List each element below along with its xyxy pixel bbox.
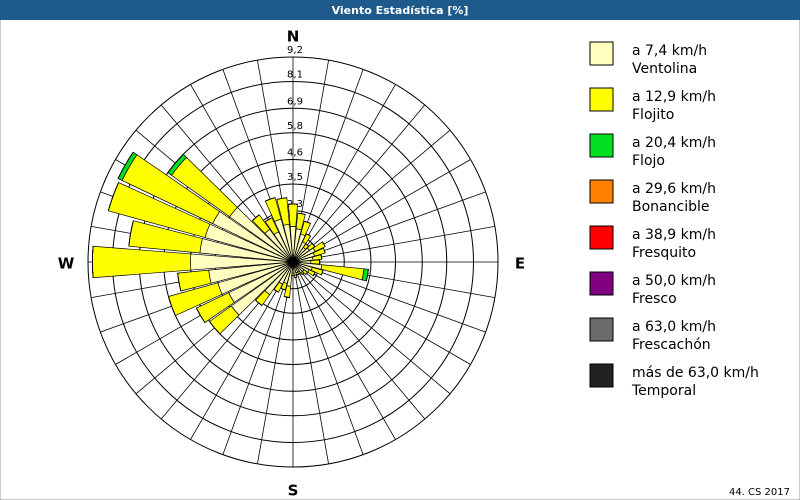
wind-sector — [177, 273, 182, 292]
legend-label: a 7,4 km/h — [632, 43, 707, 59]
wind-sector — [128, 220, 134, 247]
wind-sector — [301, 272, 305, 275]
r-tick-label: 9,2 — [287, 45, 303, 56]
legend-swatch — [589, 363, 614, 388]
wind-sector — [366, 269, 369, 282]
wind-sector — [276, 197, 287, 200]
legend-description: Bonancible — [632, 199, 709, 215]
legend-description: Frescachón — [632, 337, 711, 353]
wind-sector — [306, 233, 311, 237]
wind-sector — [196, 307, 206, 323]
r-tick-label: 4,6 — [287, 148, 303, 159]
legend-label: a 50,0 km/h — [632, 273, 716, 289]
grid-ring — [87, 56, 499, 468]
wind-sector — [255, 299, 263, 306]
footer: 44. CS 2017 — [729, 487, 790, 498]
direction-label: W — [58, 255, 75, 273]
legend-description: Temporal — [631, 383, 696, 399]
wind-sector — [310, 259, 321, 265]
legend-swatch — [589, 225, 614, 250]
legend-label: a 20,4 km/h — [632, 135, 716, 151]
wind-sector — [322, 241, 326, 247]
legend-swatch — [589, 179, 614, 204]
r-tick-label: 8,1 — [287, 70, 303, 81]
legend-label: a 38,9 km/h — [632, 227, 716, 243]
legend-description: Ventolina — [632, 61, 697, 77]
legend-swatch — [589, 317, 614, 342]
legend-swatch — [589, 41, 614, 66]
legend-label: a 12,9 km/h — [632, 89, 716, 105]
legend-swatch — [589, 271, 614, 296]
wind-sector — [168, 296, 176, 316]
legend-description: Flojito — [632, 107, 674, 123]
legend-swatch — [589, 87, 614, 112]
chart-title: Viento Estadística [%] — [332, 4, 469, 17]
legend-description: Fresquito — [632, 245, 696, 261]
title-bar — [0, 0, 800, 20]
direction-label: S — [288, 482, 299, 500]
direction-label: N — [287, 28, 300, 46]
wind-sector — [92, 246, 94, 278]
legend-description: Fresco — [632, 291, 677, 307]
wind-sector — [312, 272, 316, 277]
direction-label: E — [515, 255, 525, 273]
legend-label: a 63,0 km/h — [632, 319, 716, 335]
r-tick-label: 3,5 — [287, 172, 303, 183]
wind-sector — [288, 203, 298, 227]
wind-sector — [305, 272, 308, 275]
legend-label: más de 63,0 km/h — [632, 365, 759, 381]
legend-label: a 29,6 km/h — [632, 181, 716, 197]
legend-description: Flojo — [632, 153, 665, 169]
r-tick-label: 5,8 — [287, 121, 303, 132]
r-tick-label: 6,9 — [287, 96, 303, 107]
legend-swatch — [589, 133, 614, 158]
wind-sector — [297, 212, 306, 215]
